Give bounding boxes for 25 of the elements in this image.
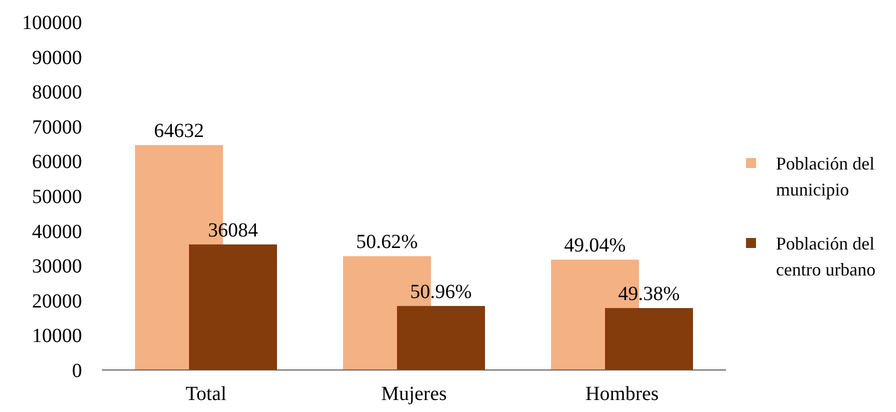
y-tick-label: 40000 [32, 220, 82, 243]
y-tick-label: 80000 [32, 82, 82, 104]
legend-label: Población del centro urbano [776, 233, 876, 280]
legend-label: Población del municipio [776, 153, 874, 200]
y-tick-label: 0 [72, 360, 82, 382]
x-tick-label: Mujeres [381, 383, 447, 405]
y-tick-label: 50000 [32, 186, 82, 208]
y-tick-label: 90000 [32, 46, 82, 69]
annotation: 49.38% [618, 283, 680, 306]
bar [605, 308, 693, 370]
x-tick-label: Hombres [585, 383, 659, 405]
annotation: 49.04% [564, 234, 626, 257]
y-tick-label: 100000 [22, 12, 82, 34]
annotation: 50.96% [410, 280, 472, 303]
bar [397, 306, 485, 370]
y-tick-label: 60000 [32, 151, 82, 174]
y-tick-label: 30000 [32, 256, 82, 278]
data-label: 64632 [154, 120, 204, 142]
y-tick-label: 70000 [32, 116, 82, 138]
annotation: 50.62% [356, 231, 418, 254]
bar [189, 244, 277, 370]
y-tick-label: 10000 [32, 325, 82, 348]
data-label: 36084 [208, 219, 258, 242]
x-tick-label: Total [186, 383, 227, 405]
y-tick-label: 20000 [32, 290, 82, 312]
